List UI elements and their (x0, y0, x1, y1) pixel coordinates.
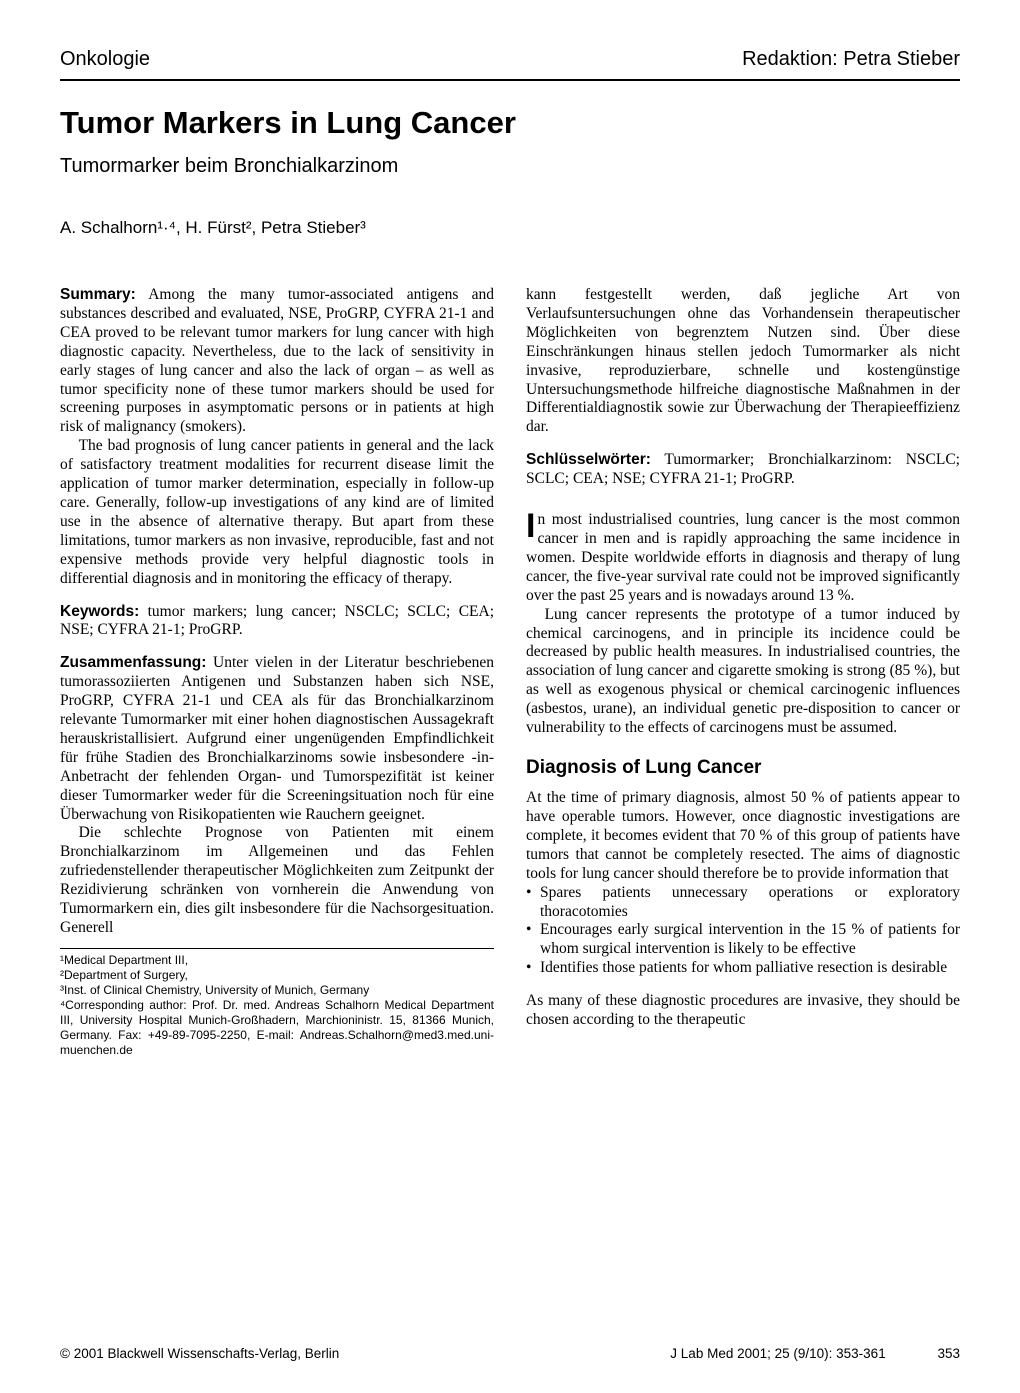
body-columns: Summary: Among the many tumor-associated… (60, 286, 960, 1058)
schluessel-label: Schlüsselwörter: (526, 451, 651, 468)
zusammenfassung-paragraph: Zusammenfassung: Unter vielen in der Lit… (60, 654, 494, 824)
bullet-item: Identifies those patients for whom palli… (526, 959, 960, 978)
header-left: Onkologie (60, 48, 150, 71)
footnote-line: ³Inst. of Clinical Chemistry, University… (60, 983, 494, 998)
article-title: Tumor Markers in Lung Cancer (60, 105, 960, 141)
footnote-line: ²Department of Surgery, (60, 968, 494, 983)
intro-paragraph-2: Lung cancer represents the prototype of … (526, 606, 960, 738)
zusammenfassung-label: Zusammenfassung: (60, 654, 206, 671)
summary-label: Summary: (60, 286, 136, 303)
keywords-label: Keywords: (60, 603, 139, 620)
footer-copyright: © 2001 Blackwell Wissenschafts-Verlag, B… (60, 1346, 339, 1361)
page-footer: © 2001 Blackwell Wissenschafts-Verlag, B… (60, 1346, 960, 1361)
diagnosis-paragraph-1: At the time of primary diagnosis, almost… (526, 789, 960, 884)
diagnosis-bullet-list: Spares patients unnecessary operations o… (526, 884, 960, 979)
article-subtitle: Tumormarker beim Bronchialkarzinom (60, 155, 960, 178)
bullet-item: Spares patients unnecessary operations o… (526, 884, 960, 922)
zusammenfassung-continuation: kann festgestellt werden, daß jegliche A… (526, 286, 960, 437)
schluesselwoerter-paragraph: Schlüsselwörter: Tumormarker; Bronchialk… (526, 451, 960, 489)
footnote-line: ¹Medical Department III, (60, 953, 494, 968)
footnote-line: ⁴Corresponding author: Prof. Dr. med. An… (60, 998, 494, 1058)
bullet-item: Encourages early surgical intervention i… (526, 921, 960, 959)
summary-paragraph-2: The bad prognosis of lung cancer patient… (60, 437, 494, 588)
header-right: Redaktion: Petra Stieber (742, 48, 960, 71)
zusammenfassung-text-1: Unter vielen in der Literatur beschriebe… (60, 654, 494, 822)
keywords-paragraph: Keywords: tumor markers; lung cancer; NS… (60, 603, 494, 641)
page-number: 353 (937, 1346, 960, 1361)
intro-paragraph-1: In most industrialised countries, lung c… (526, 511, 960, 606)
section-heading-diagnosis: Diagnosis of Lung Cancer (526, 756, 960, 779)
footnotes-block: ¹Medical Department III, ²Department of … (60, 948, 494, 1058)
summary-text-1: Among the many tumor-associated antigens… (60, 286, 494, 435)
zusammenfassung-paragraph-2: Die schlechte Prognose von Patienten mit… (60, 824, 494, 937)
journal-header: Onkologie Redaktion: Petra Stieber (60, 48, 960, 81)
diagnosis-paragraph-2: As many of these diagnostic procedures a… (526, 992, 960, 1030)
summary-paragraph: Summary: Among the many tumor-associated… (60, 286, 494, 437)
footer-citation: J Lab Med 2001; 25 (9/10): 353-361 353 (670, 1346, 960, 1361)
article-authors: A. Schalhorn¹·⁴, H. Fürst², Petra Stiebe… (60, 218, 960, 238)
